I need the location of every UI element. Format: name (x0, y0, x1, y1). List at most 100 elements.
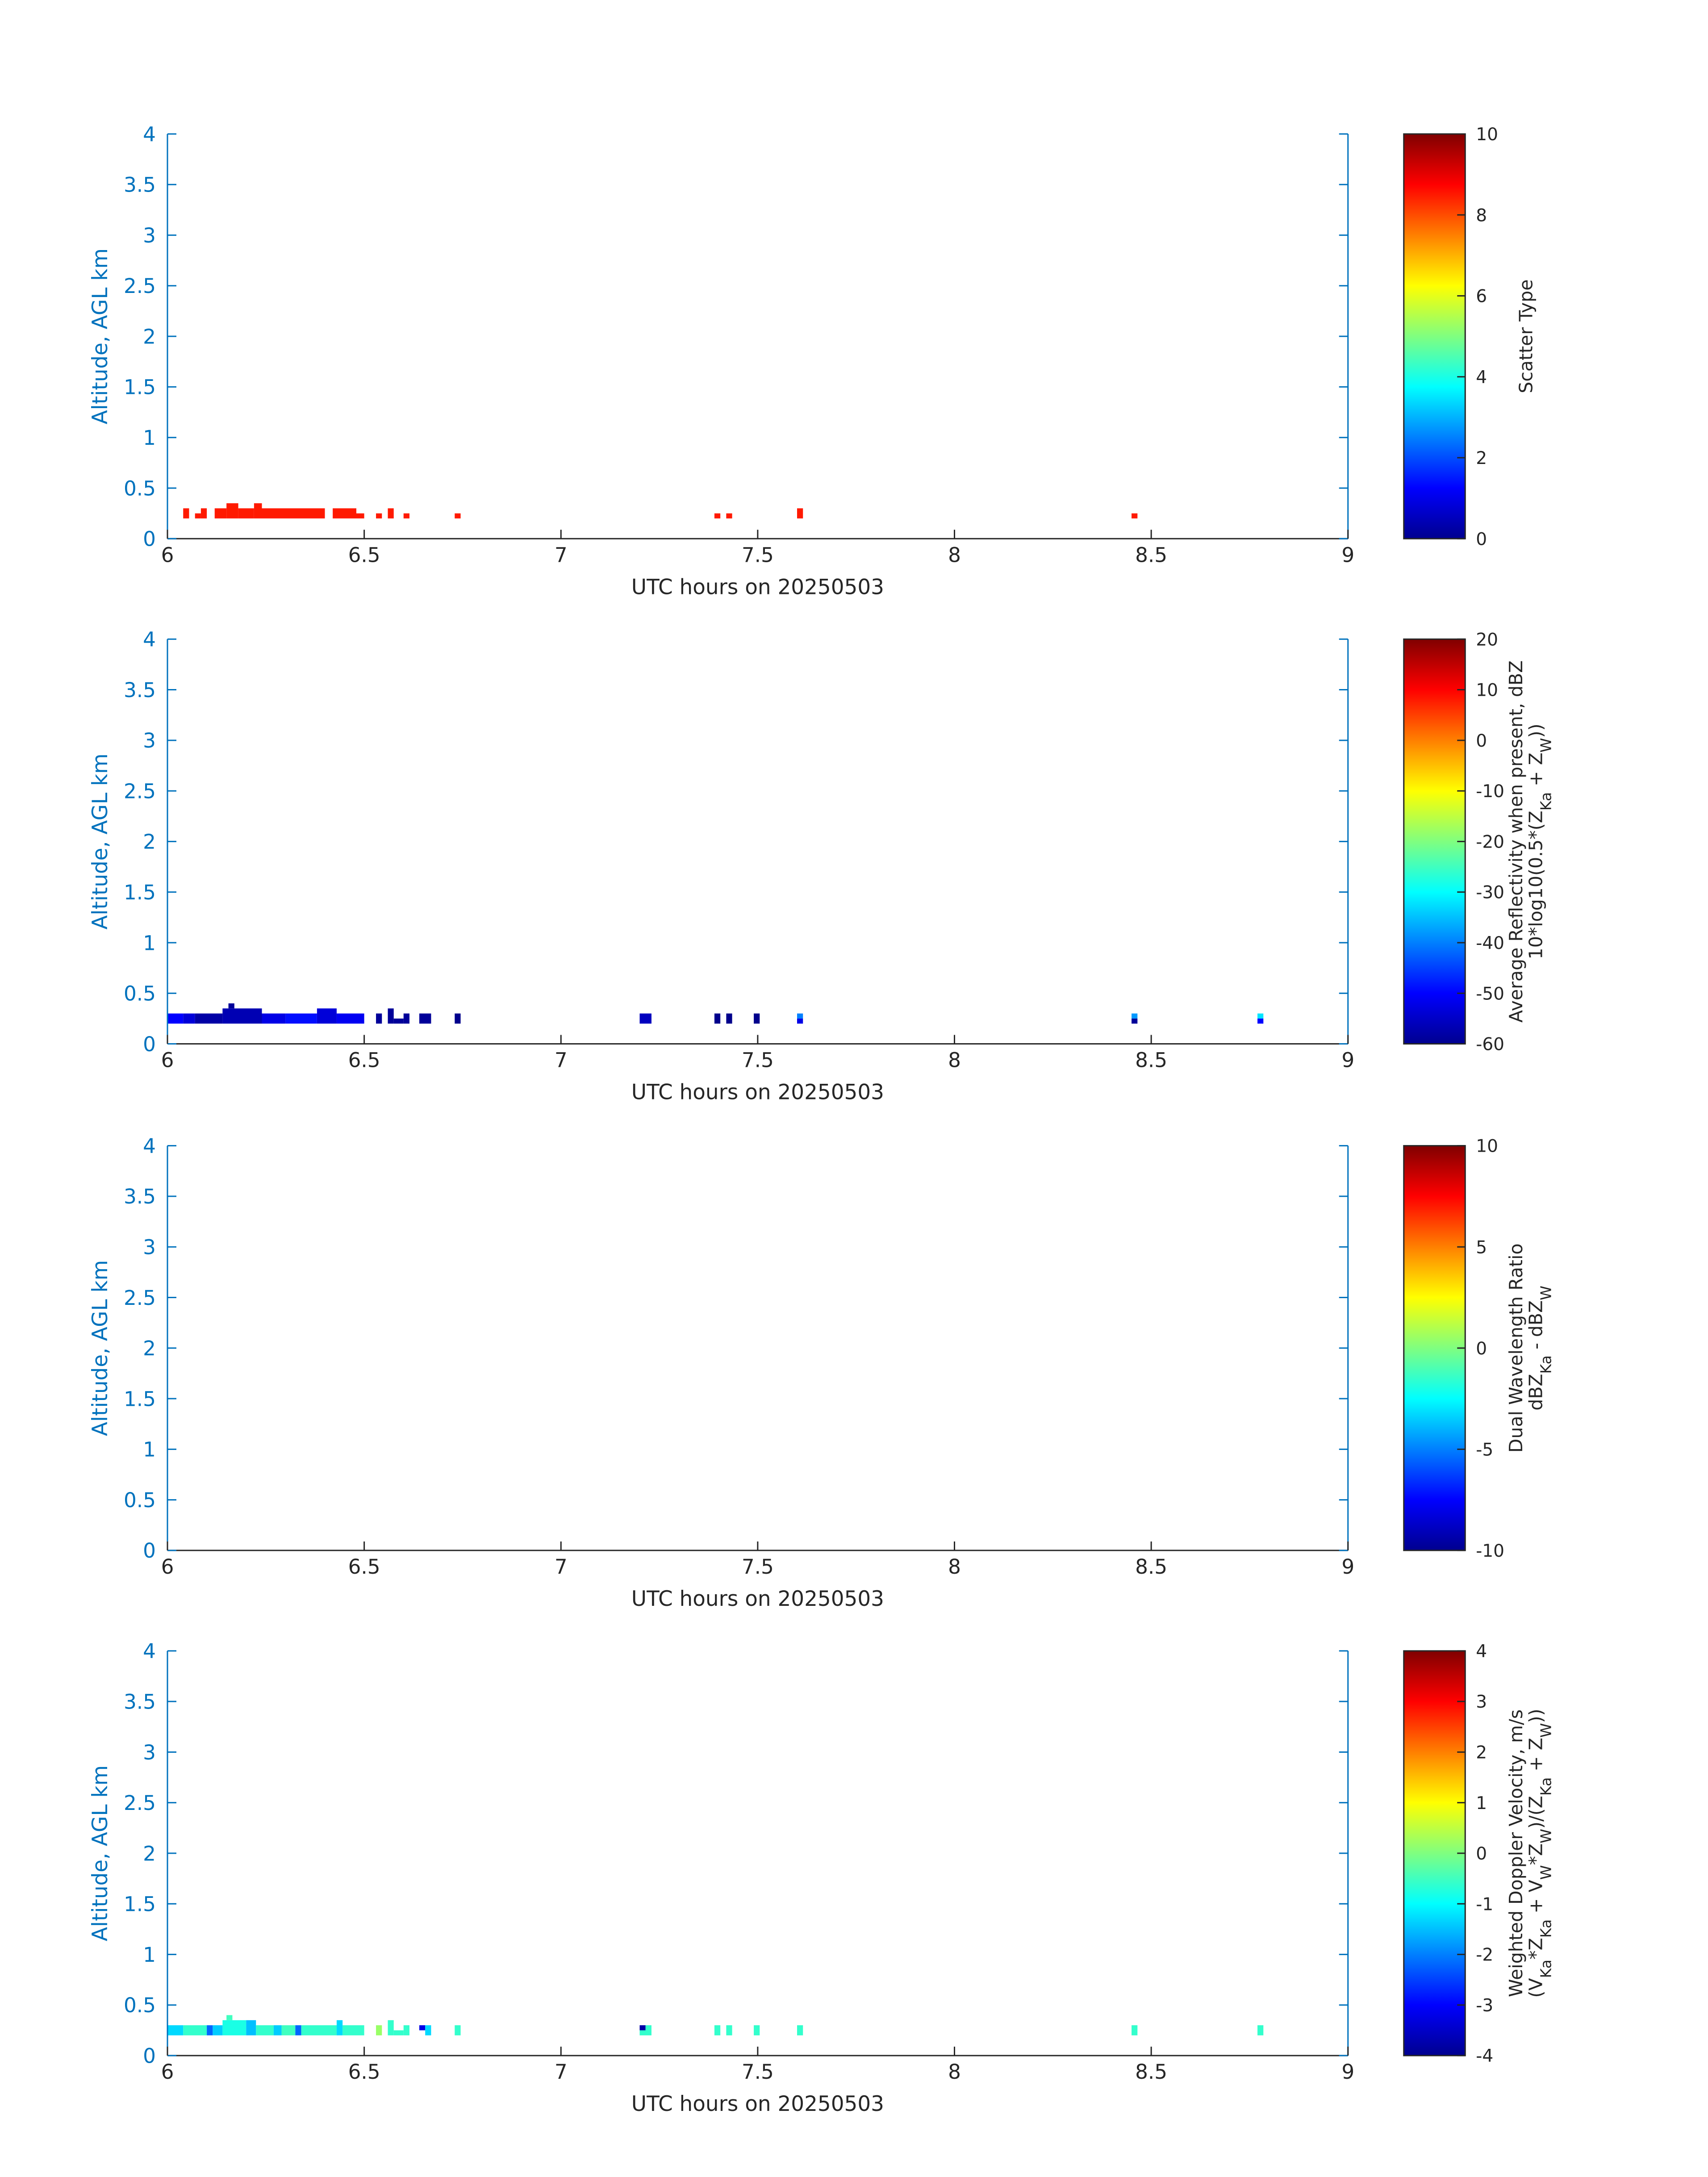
y-tick-label: 1.5 (124, 1387, 156, 1411)
y-tick-label: 1.5 (124, 1893, 156, 1916)
heatmap-cells (183, 503, 1138, 518)
heatmap-cell (714, 1013, 721, 1024)
heatmap-cell (645, 2025, 651, 2031)
y-tick-label: 1.5 (124, 881, 156, 904)
x-tick-label: 7.5 (742, 1049, 774, 1072)
heatmap-cell (285, 1013, 317, 1024)
y-tick-label: 0 (143, 527, 156, 551)
y-tick-label: 2 (143, 1337, 156, 1360)
colorbar-tick-label: -3 (1476, 1996, 1493, 2016)
colorbar-tick-label: 10 (1476, 125, 1498, 145)
heatmap-cell (336, 1013, 364, 1024)
heatmap-cell (403, 2025, 409, 2035)
y-axis-label: Altitude, AGL km (88, 753, 113, 929)
heatmap-cell (388, 2020, 394, 2035)
heatmap-cell (1257, 2025, 1264, 2035)
colorbar: -60 -50 -40 -30 -20 -10 0 10 20 Average Reflectiv… (1403, 630, 1555, 1055)
heatmap-cell (246, 2020, 256, 2035)
x-tick-label: 8 (948, 543, 961, 567)
heatmap-cell (797, 1013, 803, 1019)
x-tick-label: 8 (948, 1049, 961, 1072)
colorbar: -4 -3 -2 -1 0 1 2 3 4 Weighted Doppler Velocity, … (1403, 1642, 1554, 2066)
heatmap-cell (195, 513, 201, 518)
x-tick-label: 6 (161, 1049, 174, 1072)
heatmap-cell (455, 2025, 461, 2035)
colorbar-tick-label: 20 (1476, 630, 1498, 650)
x-axis-label: UTC hours on 20250503 (631, 1080, 884, 1105)
y-tick-label: 3.5 (124, 173, 156, 197)
y-tick-label: 3 (143, 1236, 156, 1259)
y-axis-label: Altitude, AGL km (88, 248, 113, 424)
heatmap-cell (797, 1018, 803, 1024)
heatmap-cell (403, 1013, 409, 1024)
heatmap-cell (726, 1013, 732, 1024)
y-tick-label: 2.5 (124, 779, 156, 803)
colorbar-tick-label: 2 (1476, 448, 1487, 468)
heatmap-cell (726, 513, 732, 518)
y-axis-label: Altitude, AGL km (88, 1260, 113, 1436)
heatmap-cell (639, 1013, 651, 1024)
y-tick-label: 2.5 (124, 1791, 156, 1815)
colorbar-tick-label: -30 (1476, 883, 1504, 903)
heatmap-cell (1132, 1013, 1138, 1019)
x-tick-label: 6 (161, 543, 174, 567)
colorbar-tick-label: -2 (1476, 1945, 1493, 1965)
y-tick-label: 4 (143, 628, 156, 652)
heatmap-cell (295, 2025, 301, 2035)
x-axis-label: UTC hours on 20250503 (631, 2092, 884, 2116)
heatmap-cell (281, 2025, 296, 2035)
colorbar-tick-label: 0 (1476, 1844, 1487, 1864)
x-tick-label: 8.5 (1135, 1555, 1167, 1579)
heatmap-cell (393, 1018, 404, 1024)
heatmap-cell (167, 2025, 184, 2035)
x-tick-label: 9 (1341, 2060, 1354, 2084)
x-tick-label: 6 (161, 1555, 174, 1579)
colorbar-tick-label: -50 (1476, 984, 1504, 1004)
x-tick-label: 9 (1341, 543, 1354, 567)
y-tick-label: 1 (143, 426, 156, 450)
heatmap-cell (183, 508, 189, 518)
heatmap-cell (1132, 2025, 1138, 2035)
y-tick-label: 3 (143, 1741, 156, 1764)
heatmap-cell (200, 508, 207, 518)
heatmap-cell (207, 2025, 213, 2035)
heatmap-cell (797, 2025, 803, 2035)
y-tick-label: 2.5 (124, 274, 156, 298)
heatmap-cell (1257, 1013, 1264, 1019)
colorbar-gradient (1403, 638, 1466, 1045)
colorbar-tick-label: -4 (1476, 2046, 1493, 2066)
heatmap-cell (336, 2020, 343, 2035)
x-tick-label: 6.5 (348, 1555, 380, 1579)
x-tick-label: 7 (555, 1555, 568, 1579)
colorbar-tick-label: -1 (1476, 1894, 1493, 1914)
colorbar-tick-label: -10 (1476, 1541, 1504, 1561)
heatmap-cell (256, 2025, 274, 2035)
heatmap-cell (726, 2025, 732, 2035)
y-tick-label: 3 (143, 224, 156, 247)
heatmap-cell (183, 1013, 195, 1024)
x-tick-label: 6 (161, 2060, 174, 2084)
colorbar-tick-label: 10 (1476, 1137, 1498, 1157)
colorbar-tick-label: 1 (1476, 1793, 1487, 1813)
x-axis-label: UTC hours on 20250503 (631, 575, 884, 599)
colorbar-tick-label: 0 (1476, 1339, 1487, 1359)
y-tick-label: 0 (143, 2044, 156, 2068)
heatmap-cell (273, 2025, 282, 2035)
x-tick-label: 7.5 (742, 2060, 774, 2084)
colorbar-label: 10*log10(0.5*(ZKa + ZW)) (1525, 723, 1555, 959)
y-tick-label: 1 (143, 931, 156, 955)
heatmap-cell (222, 1008, 262, 1024)
x-tick-label: 8 (948, 1555, 961, 1579)
colorbar-tick-label: 10 (1476, 681, 1498, 701)
y-tick-label: 4 (143, 1134, 156, 1158)
heatmap-cells (167, 1003, 1264, 1024)
heatmap-cell (262, 508, 325, 518)
heatmap-cell (195, 1013, 223, 1024)
heatmap-cell (317, 1008, 337, 1024)
y-tick-label: 3.5 (124, 678, 156, 702)
colorbar-tick-label: -10 (1476, 781, 1504, 802)
colorbar-tick-label: 0 (1476, 731, 1487, 751)
heatmap-cell (1132, 1018, 1138, 1024)
